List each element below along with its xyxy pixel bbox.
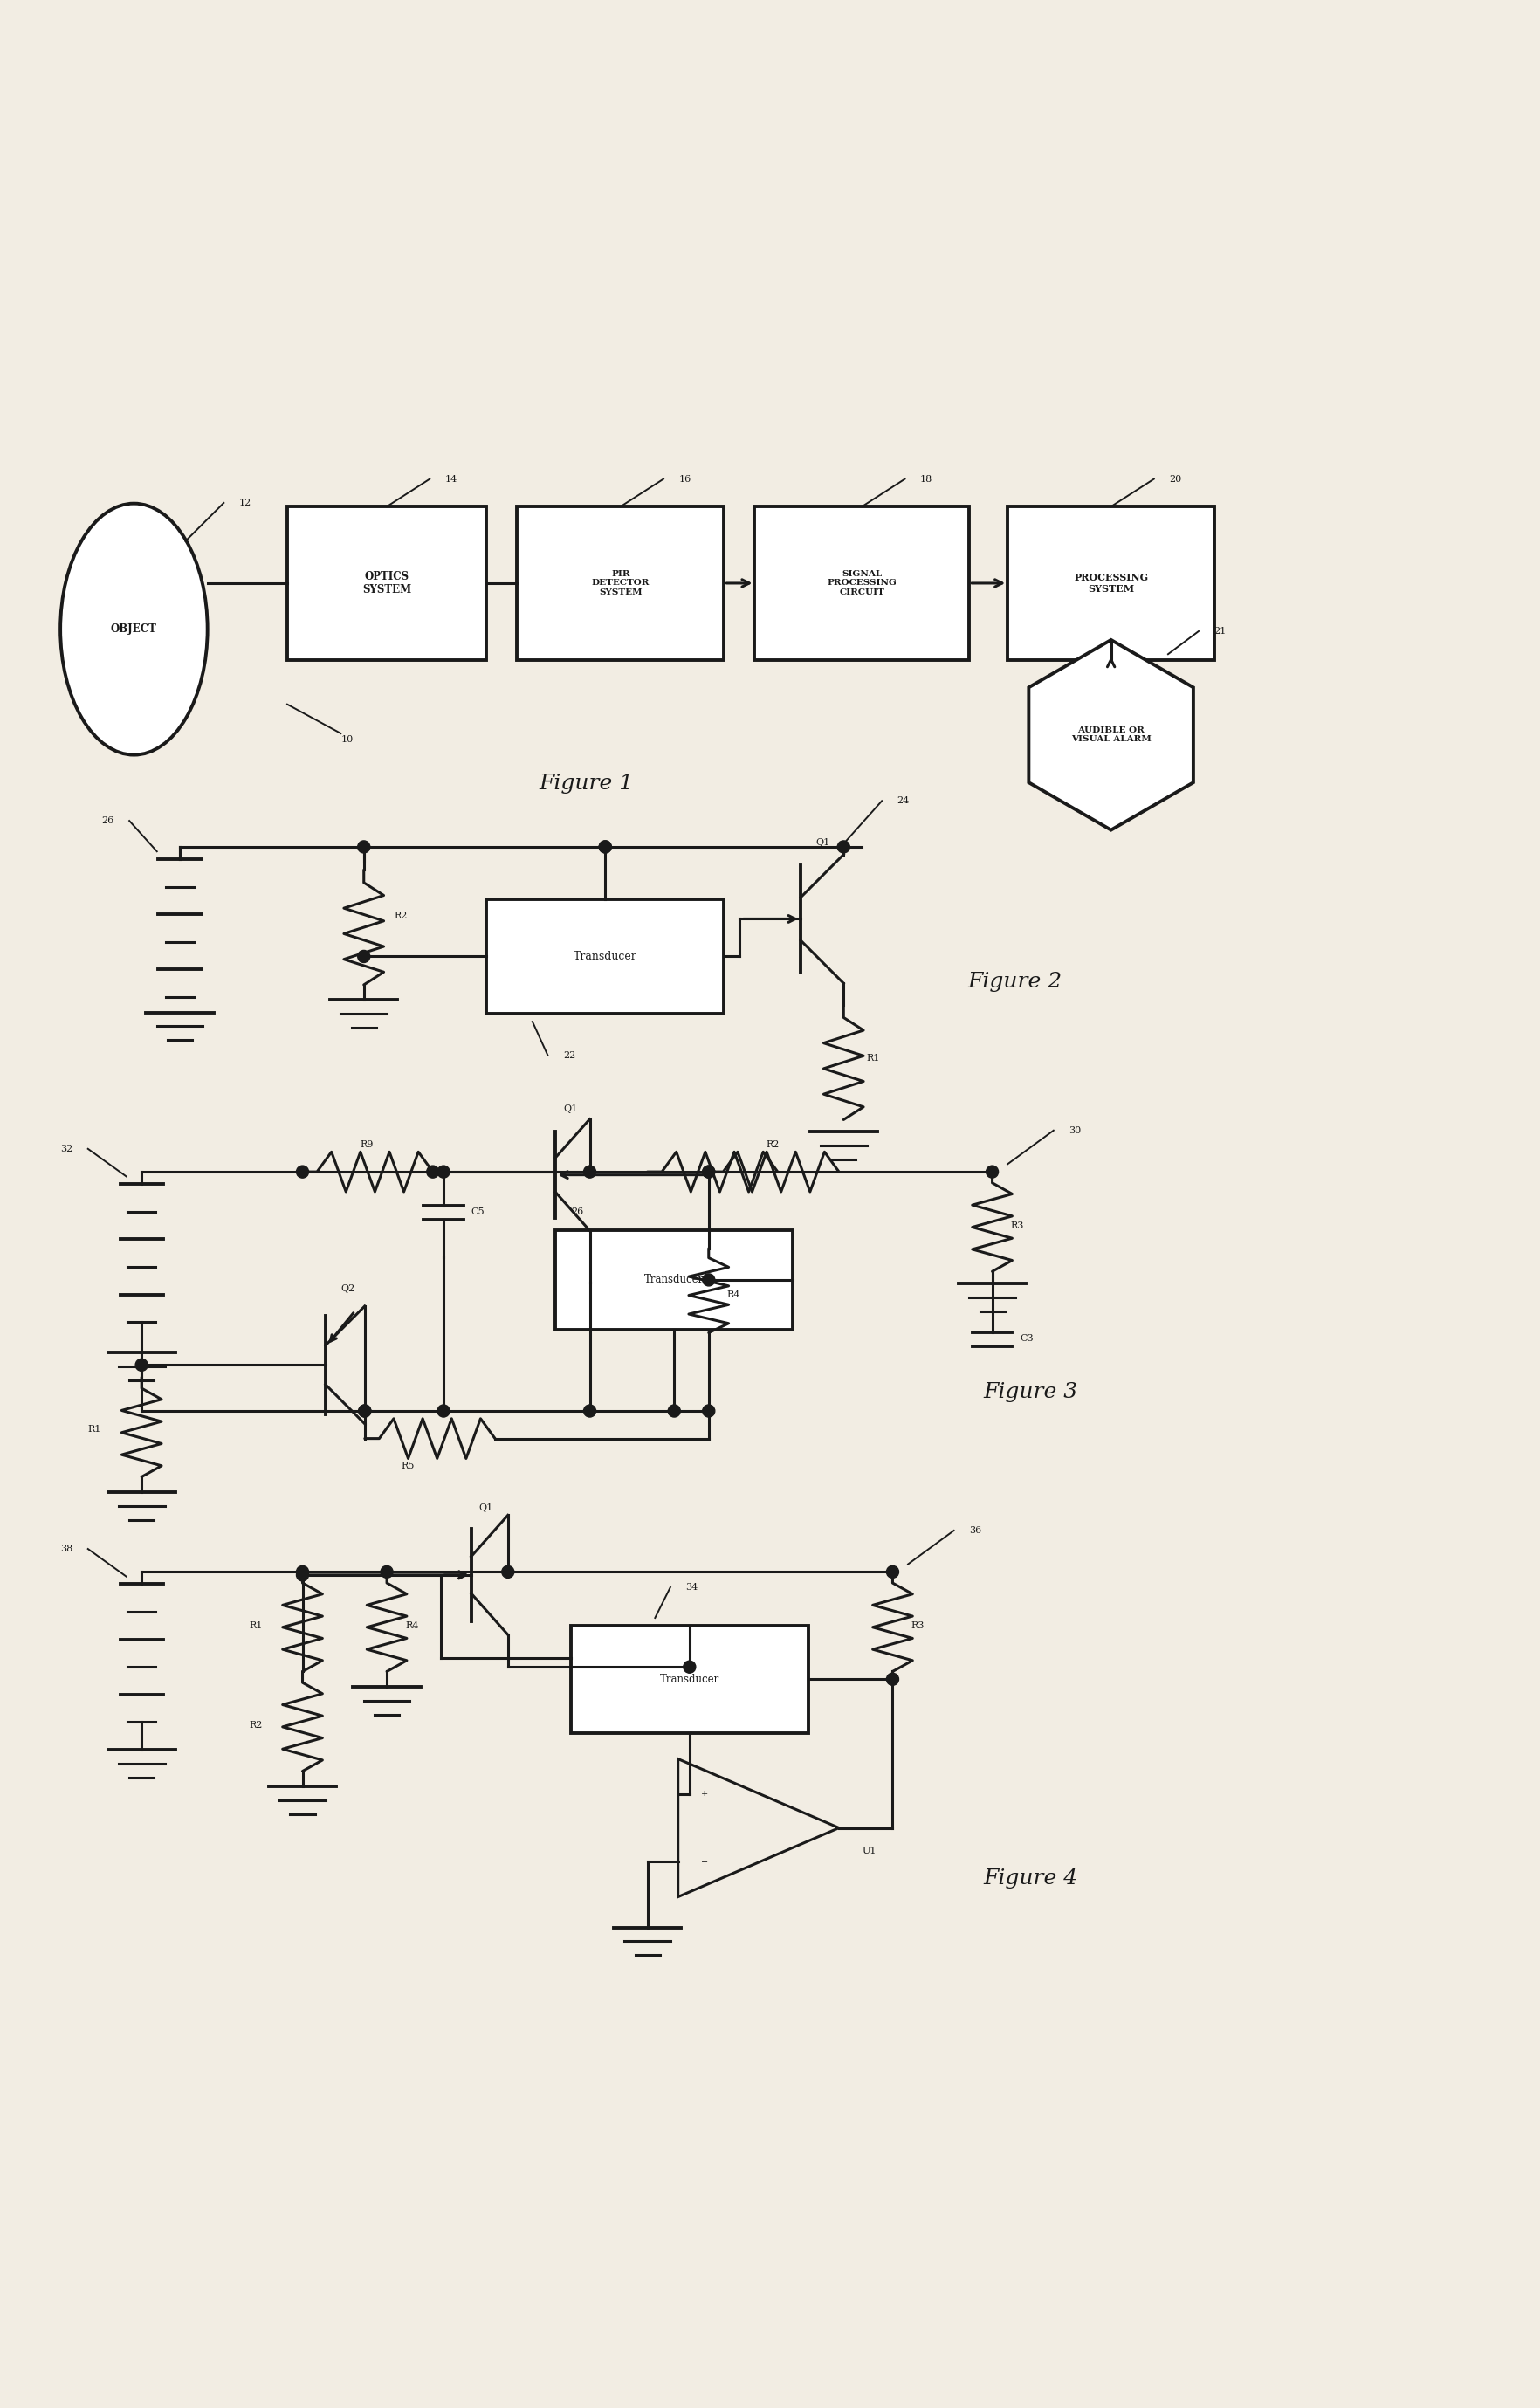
Text: 36: 36 — [969, 1527, 981, 1534]
Text: 14: 14 — [445, 474, 457, 484]
Circle shape — [702, 1165, 715, 1178]
Text: Transducer: Transducer — [573, 951, 638, 963]
Circle shape — [296, 1165, 308, 1178]
Text: R3: R3 — [1010, 1221, 1024, 1230]
Circle shape — [357, 951, 370, 963]
Text: R2: R2 — [767, 1139, 779, 1149]
Text: OPTICS
SYSTEM: OPTICS SYSTEM — [362, 571, 411, 595]
Bar — [1007, 506, 1215, 660]
Circle shape — [838, 840, 850, 852]
Circle shape — [437, 1404, 450, 1416]
Bar — [286, 506, 487, 660]
Bar — [755, 506, 969, 660]
Circle shape — [702, 1165, 715, 1178]
Text: Q2: Q2 — [340, 1283, 356, 1293]
Text: PIR
DETECTOR
SYSTEM: PIR DETECTOR SYSTEM — [591, 571, 650, 597]
Text: +: + — [701, 1789, 708, 1796]
Circle shape — [296, 1565, 308, 1577]
Text: 26: 26 — [571, 1206, 584, 1216]
Text: 24: 24 — [898, 797, 910, 804]
Text: R1: R1 — [867, 1055, 879, 1062]
Text: Q1: Q1 — [479, 1503, 493, 1512]
Text: C3: C3 — [1019, 1334, 1033, 1344]
Text: −: − — [701, 1859, 708, 1866]
Circle shape — [887, 1674, 899, 1686]
Circle shape — [359, 1404, 371, 1416]
Circle shape — [427, 1165, 439, 1178]
Circle shape — [599, 840, 611, 852]
Text: 12: 12 — [239, 498, 251, 508]
Text: 21: 21 — [1214, 626, 1226, 636]
Text: Q1: Q1 — [816, 838, 830, 848]
Text: R4: R4 — [727, 1291, 741, 1298]
Circle shape — [502, 1565, 514, 1577]
Text: R4: R4 — [405, 1621, 419, 1630]
Text: 32: 32 — [60, 1144, 72, 1153]
Bar — [517, 506, 724, 660]
Text: Transducer: Transducer — [659, 1674, 719, 1686]
Circle shape — [296, 1570, 308, 1582]
Text: 16: 16 — [679, 474, 691, 484]
Text: 26: 26 — [102, 816, 114, 826]
Text: R3: R3 — [912, 1621, 924, 1630]
Bar — [571, 1625, 808, 1734]
Text: Q1: Q1 — [564, 1105, 578, 1112]
Text: AUDIBLE OR
VISUAL ALARM: AUDIBLE OR VISUAL ALARM — [1070, 727, 1150, 744]
Text: OBJECT: OBJECT — [111, 624, 157, 636]
Text: R2: R2 — [394, 913, 408, 920]
Text: R5: R5 — [400, 1462, 414, 1471]
Text: 22: 22 — [564, 1050, 576, 1060]
Circle shape — [702, 1274, 715, 1286]
Circle shape — [668, 1404, 681, 1416]
Circle shape — [986, 1165, 998, 1178]
Bar — [556, 1230, 793, 1329]
Text: Figure 1: Figure 1 — [539, 773, 633, 795]
Circle shape — [887, 1565, 899, 1577]
Text: R2: R2 — [249, 1722, 262, 1729]
Text: R9: R9 — [360, 1139, 374, 1149]
Text: Transducer: Transducer — [644, 1274, 704, 1286]
Text: PROCESSING
SYSTEM: PROCESSING SYSTEM — [1073, 573, 1149, 595]
Circle shape — [599, 840, 611, 852]
Circle shape — [684, 1662, 696, 1674]
Circle shape — [380, 1565, 393, 1577]
Polygon shape — [1029, 641, 1194, 831]
Text: Figure 4: Figure 4 — [984, 1869, 1078, 1888]
Circle shape — [359, 1404, 371, 1416]
Bar — [487, 898, 724, 1014]
Text: 30: 30 — [1069, 1127, 1081, 1134]
Circle shape — [357, 840, 370, 852]
Circle shape — [437, 1165, 450, 1178]
Circle shape — [584, 1165, 596, 1178]
Circle shape — [584, 1404, 596, 1416]
Text: 18: 18 — [921, 474, 933, 484]
Circle shape — [136, 1358, 148, 1370]
Text: Figure 2: Figure 2 — [969, 973, 1063, 992]
Text: 10: 10 — [340, 734, 353, 744]
Text: SIGNAL
PROCESSING
CIRCUIT: SIGNAL PROCESSING CIRCUIT — [827, 571, 896, 597]
Text: C5: C5 — [471, 1206, 485, 1216]
Text: U1: U1 — [862, 1847, 876, 1854]
Ellipse shape — [60, 503, 208, 754]
Text: Figure 3: Figure 3 — [984, 1382, 1078, 1401]
Text: R1: R1 — [88, 1426, 102, 1433]
Text: 38: 38 — [60, 1544, 72, 1553]
Text: 34: 34 — [685, 1582, 698, 1592]
Text: R1: R1 — [249, 1621, 262, 1630]
Circle shape — [702, 1404, 715, 1416]
Text: 20: 20 — [1169, 474, 1181, 484]
